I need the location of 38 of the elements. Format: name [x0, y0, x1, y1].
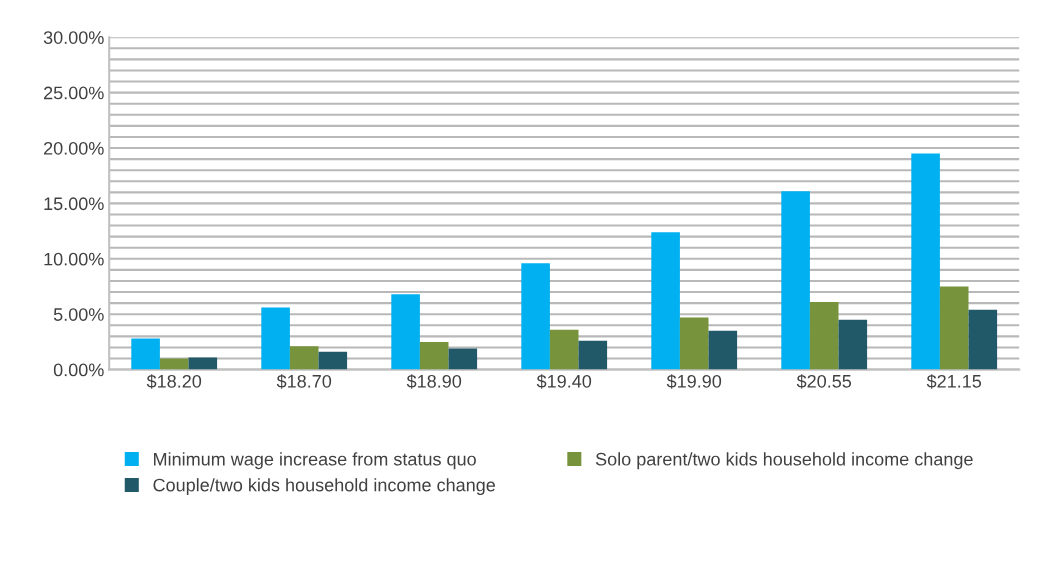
bar [391, 294, 420, 370]
bar [809, 302, 839, 370]
x-tick-label: $19.90 [666, 374, 722, 389]
y-tick-label: 5.00% [53, 308, 104, 321]
x-tick-label: $18.20 [146, 374, 202, 389]
legend-label: Couple/two kids household income change [153, 478, 496, 495]
bar [318, 351, 348, 370]
bar [679, 317, 709, 370]
bar [911, 153, 940, 370]
y-tick-label: 0.00% [53, 363, 104, 377]
bar [939, 286, 969, 370]
bar [159, 358, 189, 370]
legend-label: Minimum wage increase from status quo [154, 452, 476, 470]
bar [419, 341, 449, 370]
bar [188, 357, 218, 370]
x-tick-label: $19.40 [536, 374, 592, 389]
y-tick-label: 10.00% [44, 252, 104, 266]
legend-label: Solo parent/two kids household income change [595, 452, 973, 470]
bar [131, 338, 160, 370]
bar [521, 263, 550, 370]
bar [549, 329, 579, 370]
y-tick-label: 30.00% [43, 31, 104, 44]
bar [289, 346, 319, 370]
x-tick-label: $20.55 [796, 374, 852, 389]
x-tick-label: $18.70 [276, 374, 332, 389]
bar [838, 319, 868, 370]
x-tick-label: $21.15 [926, 374, 982, 389]
bar [651, 232, 680, 370]
y-tick-label: 20.00% [44, 141, 104, 155]
y-tick-label: 25.00% [44, 86, 104, 100]
bar [578, 340, 608, 370]
bar [261, 307, 290, 370]
bar [448, 348, 478, 370]
bar [708, 330, 738, 370]
y-tick-label: 15.00% [44, 197, 104, 211]
x-tick-label: $18.90 [406, 374, 462, 389]
bar [968, 309, 998, 370]
bar [781, 191, 810, 370]
